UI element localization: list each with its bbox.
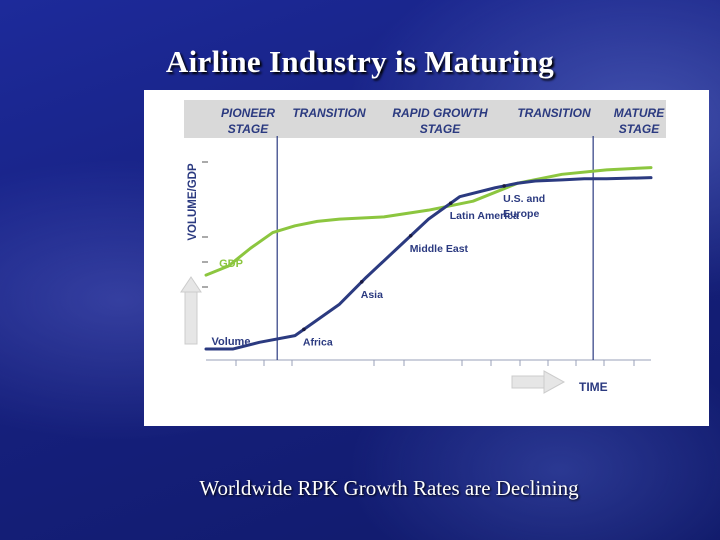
stage-label: STAGE	[619, 122, 660, 136]
point-labels: Africa Asia Middle East Latin America U.S. a…	[302, 184, 545, 348]
annotation-label: U.S. and	[503, 193, 545, 205]
stage-label: TRANSITION	[292, 106, 366, 120]
stage-label: PIONEER	[221, 106, 275, 120]
annotation-label: Africa	[303, 336, 333, 348]
annotation-dot	[408, 233, 413, 238]
slide-title: Airline Industry is Maturing	[165, 44, 555, 79]
series-label-volume: Volume	[212, 336, 251, 348]
series-line-gdp	[204, 166, 653, 277]
series-line-volume	[204, 176, 653, 351]
annotation-dot	[502, 184, 506, 188]
stage-label: RAPID GROWTH	[392, 106, 488, 120]
annotation-label: Asia	[361, 289, 383, 301]
stage-label: STAGE	[228, 122, 269, 136]
up-arrow-icon	[180, 276, 202, 345]
stage-dividers	[276, 136, 594, 360]
chart-axes	[202, 161, 651, 366]
stage-labels: PIONEER STAGE TRANSITION RAPID GROWTH STAGE T…	[221, 106, 665, 136]
right-arrow-icon	[511, 370, 566, 394]
stage-label: TRANSITION	[517, 106, 591, 120]
y-axis-label: VOLUME/GDP	[187, 163, 199, 241]
annotation-label: Europe	[503, 208, 539, 220]
annotation-dot	[302, 327, 306, 332]
x-axis-label: TIME	[579, 380, 608, 394]
annotation-label: Middle East	[410, 243, 469, 255]
annotation-label: Latin America	[450, 210, 519, 222]
stage-label: MATURE	[614, 106, 665, 120]
annotation-dot	[448, 201, 453, 205]
series-lines: GDP Volume	[204, 166, 653, 351]
lifecycle-chart: PIONEER STAGE TRANSITION RAPID GROWTH STAGE T…	[180, 100, 666, 394]
slide-caption: Worldwide RPK Growth Rates are Declining	[199, 476, 579, 500]
stage-header-band	[184, 100, 666, 138]
annotation-dot	[359, 280, 364, 284]
chart-panel: PIONEER STAGE TRANSITION RAPID GROWTH STAGE T…	[144, 90, 709, 426]
stage-label: STAGE	[420, 122, 461, 136]
series-label-gdp: GDP	[219, 258, 243, 270]
